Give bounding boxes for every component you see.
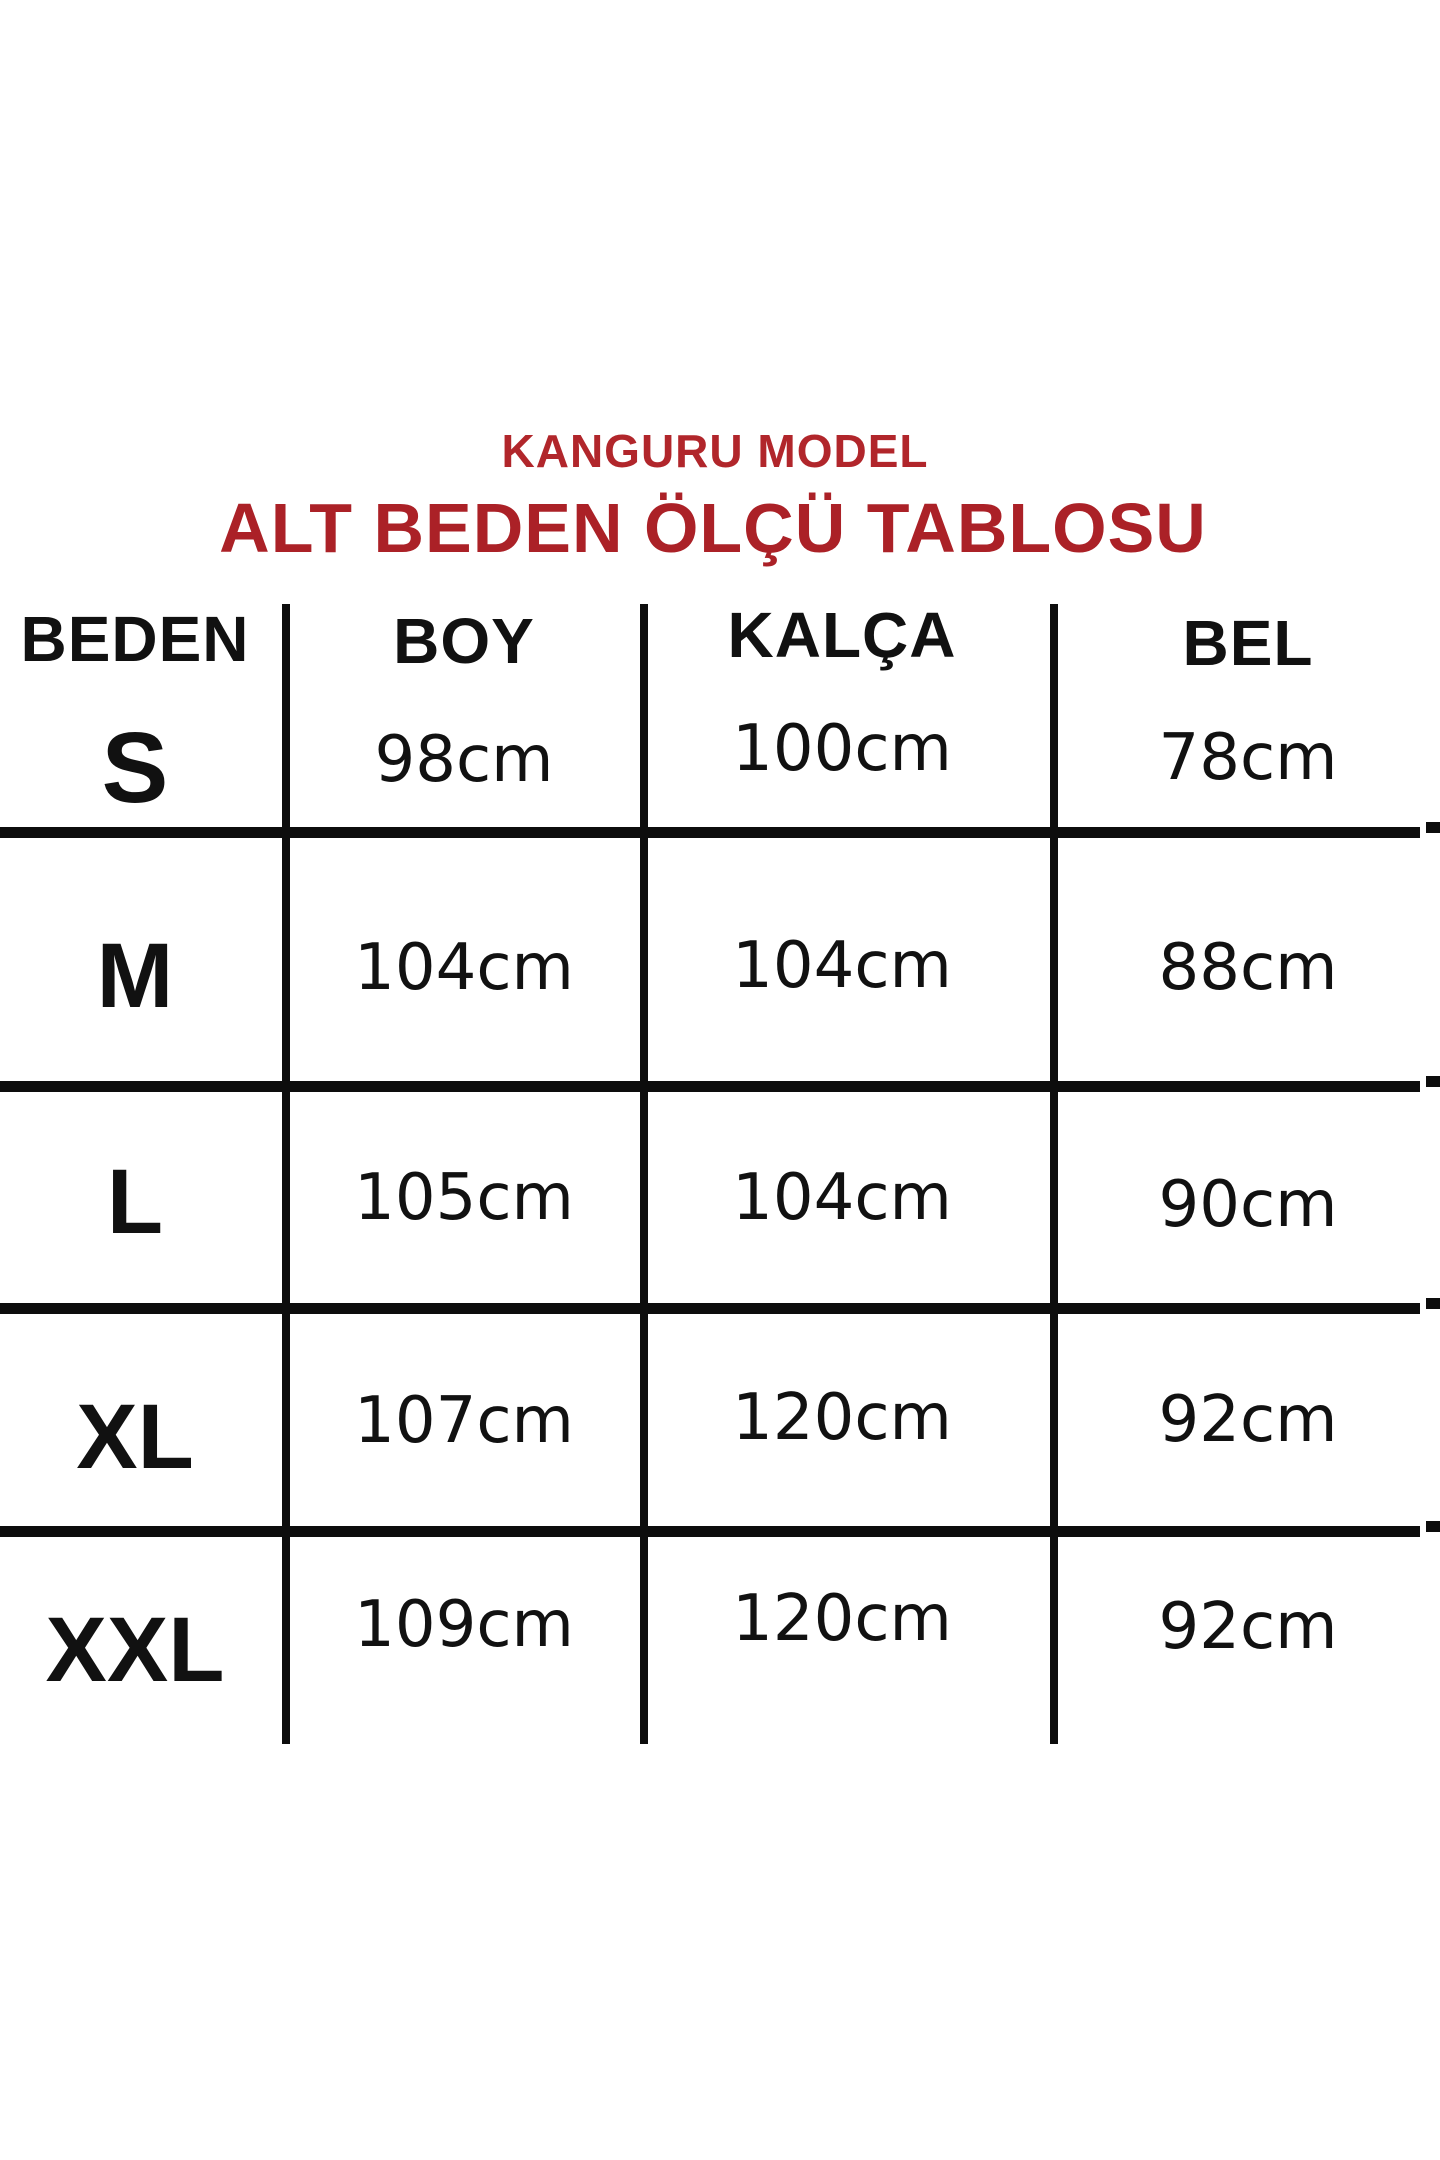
value-cell-xxl-boy: 109cm	[354, 1588, 574, 1662]
value-cell-m-boy: 104cm	[354, 931, 574, 1005]
size-cell-s: S	[101, 712, 169, 824]
size-cell-xl: XL	[76, 1386, 194, 1488]
column-divider-1	[282, 604, 290, 1744]
value-cell-xl-boy: 107cm	[354, 1384, 574, 1458]
header-cell-beden: BEDEN	[20, 603, 250, 675]
value-cell-s-kalca: 100cm	[732, 712, 952, 786]
value-cell-xl-kalca: 120cm	[732, 1381, 952, 1455]
value-cell-xxl-kalca: 120cm	[732, 1582, 952, 1656]
column-divider-3	[1050, 604, 1058, 1744]
row-divider-2	[0, 1081, 1420, 1092]
size-cell-xxl: XXL	[45, 1599, 225, 1701]
page-title: ALT BEDEN ÖLÇÜ TABLOSU	[219, 489, 1207, 567]
header-cell-boy: BOY	[393, 605, 535, 677]
value-cell-xl-bel: 92cm	[1158, 1383, 1338, 1457]
subtitle: KANGURU MODEL	[501, 425, 929, 477]
header-cell-kalca: KALÇA	[727, 599, 957, 671]
size-cell-m: M	[96, 925, 174, 1027]
value-cell-s-boy: 98cm	[374, 723, 554, 797]
value-cell-l-bel: 90cm	[1158, 1168, 1338, 1242]
row-divider-4	[0, 1526, 1420, 1537]
row-divider-3-stub	[1426, 1298, 1440, 1309]
value-cell-m-kalca: 104cm	[732, 929, 952, 1003]
row-divider-2-stub	[1426, 1076, 1440, 1087]
value-cell-l-kalca: 104cm	[732, 1161, 952, 1235]
row-divider-4-stub	[1426, 1521, 1440, 1532]
value-cell-l-boy: 105cm	[354, 1161, 574, 1235]
value-cell-m-bel: 88cm	[1158, 931, 1338, 1005]
value-cell-s-bel: 78cm	[1158, 721, 1338, 795]
value-cell-xxl-bel: 92cm	[1158, 1590, 1338, 1664]
size-cell-l: L	[106, 1151, 164, 1253]
row-divider-1	[0, 827, 1420, 838]
header-cell-bel: BEL	[1182, 607, 1314, 679]
row-divider-3	[0, 1303, 1420, 1314]
column-divider-2	[640, 604, 648, 1744]
row-divider-1-stub	[1426, 822, 1440, 833]
